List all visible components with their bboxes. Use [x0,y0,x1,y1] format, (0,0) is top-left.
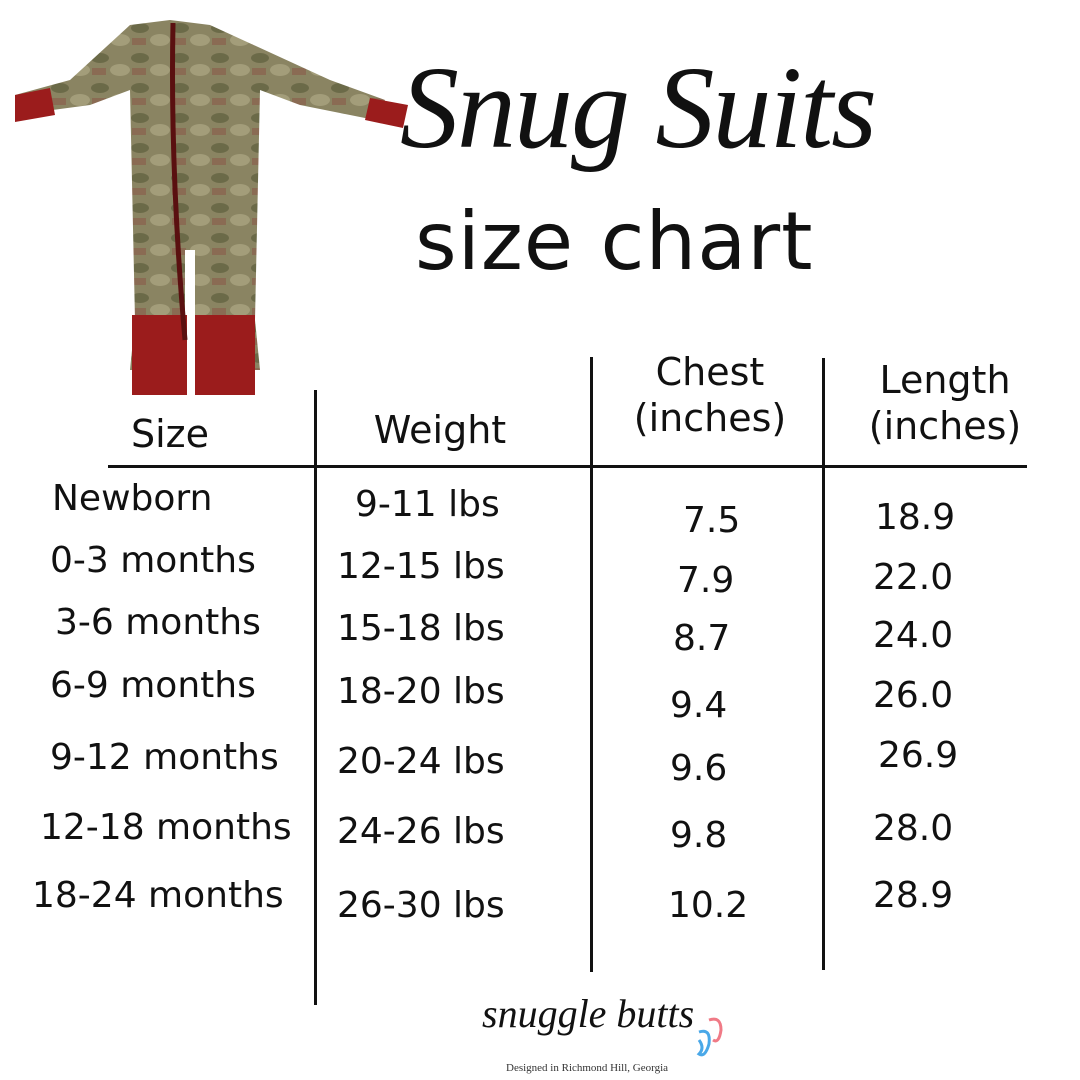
cell-weight: 9-11 lbs [355,484,500,525]
cell-chest: 10.2 [668,885,749,926]
cell-size: 12-18 months [40,807,292,848]
cell-size: 0-3 months [50,540,256,581]
brand-logo: snuggle butts [482,991,695,1036]
header-size: Size [130,412,209,456]
cell-length: 18.9 [875,497,956,538]
cell-size: 18-24 months [32,875,284,916]
footprints-icon [696,1017,723,1057]
column-divider [822,358,825,970]
header-chest: Chest (inches) [633,350,787,440]
cell-length: 28.9 [873,875,954,916]
header-length: Length (inches) [868,358,1022,448]
brand-tagline: Designed in Richmond Hill, Georgia [506,1062,669,1074]
cell-size: 6-9 months [50,665,256,706]
column-divider [590,357,593,972]
cell-weight: 20-24 lbs [337,741,505,782]
cell-size: Newborn [52,478,213,519]
cell-size: 9-12 months [50,737,279,778]
cell-chest: 9.8 [670,815,728,856]
cell-length: 24.0 [873,615,954,656]
cell-weight: 24-26 lbs [337,811,505,852]
header-divider [108,465,1027,468]
cell-chest: 9.6 [670,748,728,789]
page-title: Snug Suits [400,42,877,173]
cell-length: 28.0 [873,808,954,849]
cell-length: 26.0 [873,675,954,716]
header-weight: Weight [373,408,507,452]
cell-chest: 8.7 [673,618,731,659]
cell-length: 26.9 [878,735,959,776]
romper-image [15,20,408,395]
cell-weight: 15-18 lbs [337,608,505,649]
cell-weight: 18-20 lbs [337,671,505,712]
cell-chest: 7.5 [683,500,741,541]
cell-size: 3-6 months [55,602,261,643]
cell-chest: 9.4 [670,685,728,726]
page-subtitle: size chart [415,195,814,288]
cell-length: 22.0 [873,557,954,598]
cell-weight: 26-30 lbs [337,885,505,926]
cell-weight: 12-15 lbs [337,546,505,587]
column-divider [314,390,317,1005]
cell-chest: 7.9 [677,560,735,601]
